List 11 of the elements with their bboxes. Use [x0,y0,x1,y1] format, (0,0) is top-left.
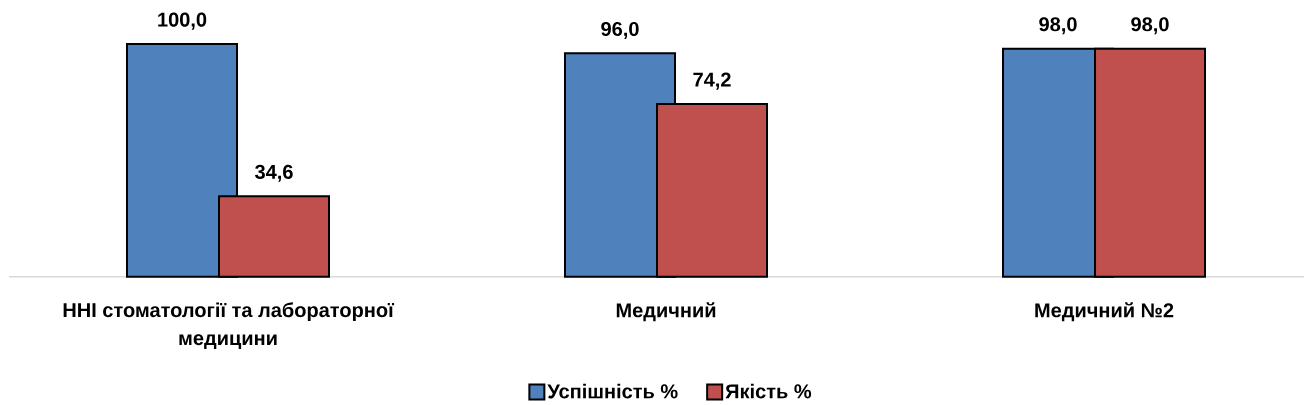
legend-label: Якість % [725,383,812,399]
data-label: 100,0 [158,12,207,30]
x-tick-label: ННІ стоматології та лабораторної медицини [63,302,395,349]
data-label: 98,0 [1131,17,1169,35]
data-label: 34,6 [255,164,293,182]
x-tick-label: Медичний №2 [1035,302,1174,322]
x-tick-label: Медичний [616,302,716,322]
data-label: 96,0 [601,21,639,39]
data-label: 74,2 [693,72,731,90]
legend-label: Успішність % [547,383,678,399]
data-label: 98,0 [1039,17,1077,35]
